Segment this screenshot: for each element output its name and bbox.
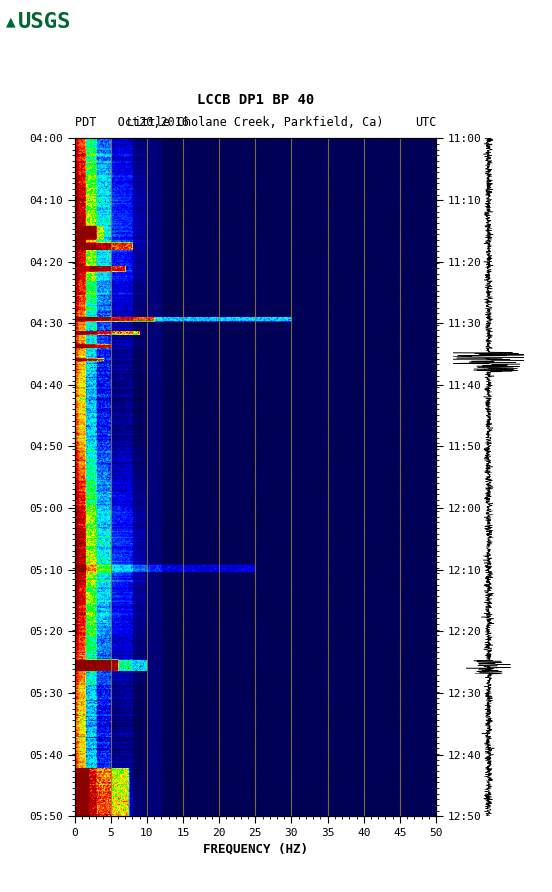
Text: Little Cholane Creek, Parkfield, Ca): Little Cholane Creek, Parkfield, Ca) [127, 116, 384, 129]
Text: ▲: ▲ [6, 16, 15, 29]
Text: UTC: UTC [415, 116, 436, 129]
Text: USGS: USGS [18, 12, 71, 32]
Text: PDT   Oct20,2016: PDT Oct20,2016 [75, 116, 189, 129]
Text: LCCB DP1 BP 40: LCCB DP1 BP 40 [197, 93, 314, 107]
X-axis label: FREQUENCY (HZ): FREQUENCY (HZ) [203, 842, 308, 855]
